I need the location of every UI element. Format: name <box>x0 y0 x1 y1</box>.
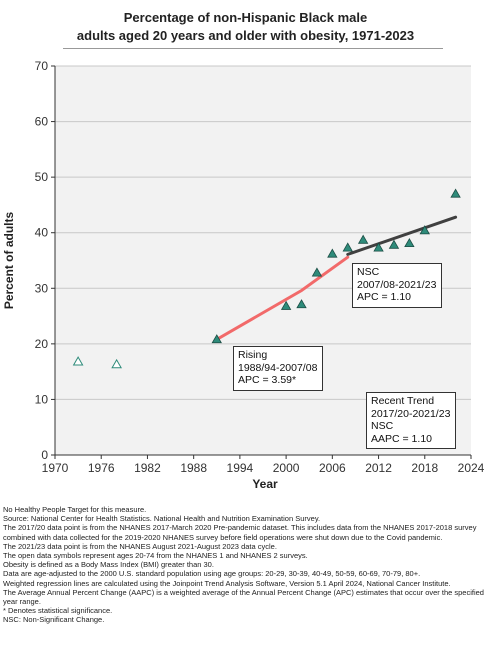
data-point <box>211 334 222 344</box>
annotation-recent-line-2: 2017/20-2021/23 <box>371 407 451 420</box>
data-point <box>373 242 384 252</box>
x-tick-label: 2018 <box>411 461 438 475</box>
chart-title: Percentage of non-Hispanic Black male ad… <box>0 9 491 45</box>
data-point <box>450 188 461 198</box>
trend-line-rising <box>215 255 350 341</box>
data-point <box>311 267 323 277</box>
x-tick-label: 1982 <box>134 461 161 475</box>
footnote: * Denotes statistical significance. <box>3 606 113 616</box>
y-axis-label: Percent of adults <box>2 212 16 310</box>
annotation-nsc: NSC 2007/08-2021/23 APC = 1.10 <box>352 263 443 308</box>
footnote: The 2017/20 data point is from the NHANE… <box>3 523 477 542</box>
y-tick-label: 40 <box>35 226 49 240</box>
x-tick-label: 2006 <box>319 461 346 475</box>
footnote: Source: National Center for Health Stati… <box>3 514 321 524</box>
data-point <box>357 234 369 244</box>
annotation-nsc-line-1: NSC <box>357 266 380 278</box>
y-tick-label: 0 <box>41 448 48 462</box>
data-point <box>404 237 415 248</box>
annotation-nsc-line-3: APC = 1.10 <box>357 291 411 303</box>
annotation-nsc-line-2: 2007/08-2021/23 <box>357 278 437 291</box>
footnote: Weighted regression lines are calculated… <box>3 578 451 588</box>
annotation-recent-line-3: NSC <box>371 420 394 432</box>
y-tick-label: 30 <box>35 281 49 295</box>
chart-title-line-2: adults aged 20 years and older with obes… <box>76 28 415 43</box>
y-tick-label: 60 <box>35 115 49 129</box>
footnote: Obesity is defined as a Body Mass Index … <box>3 560 214 570</box>
annotation-recent-line-1: Recent Trend <box>371 395 435 407</box>
x-tick-label: 1988 <box>180 461 207 475</box>
annotation-recent-line-4: AAPC = 1.10 <box>371 432 432 445</box>
trend-line-nsc <box>346 215 458 256</box>
annotation-rising-line-2: 1988/94-2007/08 <box>238 361 318 374</box>
y-tick-label: 20 <box>35 337 49 351</box>
footnotes: No Healthy People Target for this measur… <box>3 505 488 625</box>
annotation-recent-trend: Recent Trend 2017/20-2021/23 NSC AAPC = … <box>366 392 457 449</box>
x-tick-label: 1970 <box>42 461 69 475</box>
data-point-open <box>72 356 84 366</box>
footnote: The Average Annual Percent Change (AAPC)… <box>3 587 484 607</box>
footnote: The 2021/23 data point is from the NHANE… <box>3 541 277 551</box>
x-tick-label: 1994 <box>227 461 254 475</box>
data-point <box>280 300 292 310</box>
data-point <box>419 225 430 235</box>
chart-title-line-1: Percentage of non-Hispanic Black male <box>123 10 368 25</box>
title-divider <box>63 48 443 49</box>
data-point <box>388 239 400 249</box>
annotation-rising-line-1: Rising <box>238 349 268 361</box>
y-tick-label: 10 <box>35 392 49 406</box>
footnote: Data are age-adjusted to the 2000 U.S. s… <box>3 569 421 579</box>
x-tick-label: 2000 <box>273 461 300 475</box>
x-tick-label: 2024 <box>458 461 485 475</box>
x-tick-label: 2012 <box>365 461 392 475</box>
data-point-open <box>111 358 122 369</box>
y-tick-label: 70 <box>35 59 49 73</box>
data-point <box>296 299 307 309</box>
annotation-rising-line-3: APC = 3.59* <box>238 374 297 386</box>
footnote: NSC: Non-Significant Change. <box>3 615 105 625</box>
x-tick-label: 1976 <box>88 461 115 475</box>
annotation-rising: Rising 1988/94-2007/08 APC = 3.59* <box>233 346 324 391</box>
data-point <box>342 242 353 252</box>
footnote: The open data symbols represent ages 20-… <box>3 551 308 561</box>
data-point <box>327 248 338 258</box>
footnote: No Healthy People Target for this measur… <box>3 505 147 514</box>
x-axis-label: Year <box>252 477 278 491</box>
y-tick-label: 50 <box>35 170 49 184</box>
